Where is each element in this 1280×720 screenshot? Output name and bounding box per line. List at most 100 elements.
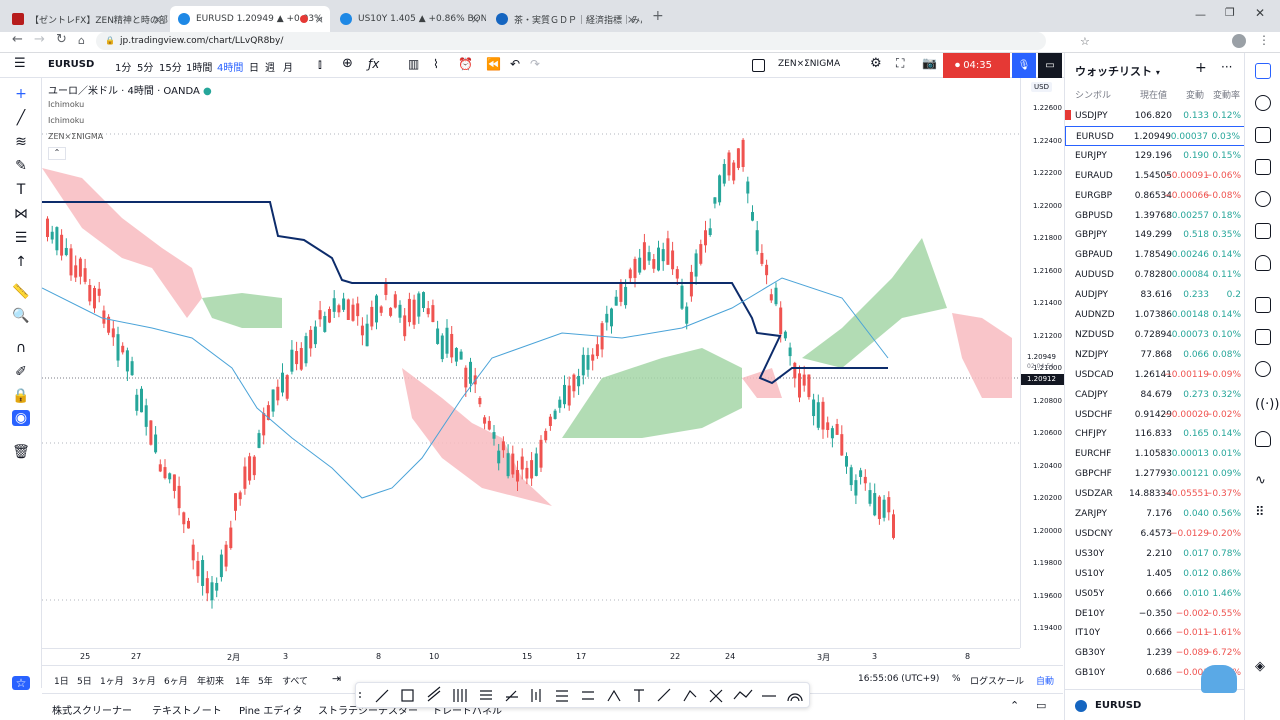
timezone-clock[interactable]: 16:55:06 (UTC+9) (858, 674, 940, 684)
minimize-icon[interactable]: — (1195, 8, 1206, 21)
watchlist-row[interactable]: EURJPY 129.196 0.190 0.15% (1065, 146, 1245, 166)
chart-pane[interactable]: ユーロ／米ドル · 4時間 · OANDA ● Ichimoku Ichimok… (41, 78, 1020, 648)
col-symbol[interactable]: シンボル (1075, 91, 1112, 101)
watchlist-row[interactable]: GBPCHF 1.27793 0.00121 0.09% (1065, 464, 1245, 484)
lock-drawings-icon[interactable]: 🔒 (12, 388, 30, 404)
grid-dots-icon[interactable]: ⠿ (1255, 505, 1265, 520)
watchlist-row[interactable]: GBPAUD 1.78549 0.00246 0.14% (1065, 245, 1245, 265)
menu-icon[interactable]: ☰ (14, 56, 26, 71)
indicators-icon[interactable]: ƒx (368, 57, 380, 71)
camera-toggle-icon[interactable]: ▭ (1038, 53, 1062, 78)
symbol-search[interactable]: EURUSD (48, 59, 95, 70)
range-1m[interactable]: 1ヶ月 (100, 677, 124, 687)
microphone-icon[interactable]: 🎙 (1012, 53, 1036, 78)
chats-icon[interactable] (1255, 329, 1271, 345)
layout-icon[interactable] (752, 59, 765, 72)
col-last[interactable]: 現在値 (1140, 91, 1168, 101)
maximize-icon[interactable]: ❐ (1225, 6, 1235, 19)
watchlist-title[interactable]: ウォッチリスト ▾ (1075, 63, 1160, 79)
streams-icon[interactable] (1255, 297, 1271, 313)
range-5d[interactable]: 5日 (77, 677, 92, 687)
watchlist-row[interactable]: USDCAD 1.26141 −0.00119 −0.09% (1065, 365, 1245, 385)
watchlist-row[interactable]: US10Y 1.405 0.012 0.86% (1065, 564, 1245, 584)
watchlist-icon[interactable] (1255, 63, 1271, 79)
new-tab-icon[interactable]: + (652, 8, 664, 24)
crosshair-icon[interactable]: + (15, 86, 27, 102)
range-ytd[interactable]: 年初来 (197, 677, 225, 687)
interval-day[interactable]: 日 (249, 63, 259, 74)
calendar-clock-icon[interactable] (1255, 191, 1271, 207)
watchlist-row[interactable]: NZDUSD 0.72894 0.00073 0.10% (1065, 325, 1245, 345)
bar-chart-icon[interactable]: ▥ (408, 57, 420, 71)
replay-icon[interactable]: ⏪ (486, 57, 501, 71)
hotlist-icon[interactable] (1255, 159, 1271, 175)
undo-icon[interactable]: ↶ (510, 57, 521, 71)
watchlist-row[interactable]: GB30Y 1.239 −0.089 −6.72% (1065, 643, 1245, 663)
pencil-lock-icon[interactable]: ✐ (15, 364, 27, 380)
bell-icon[interactable] (1255, 431, 1271, 447)
record-button[interactable]: ⏺ 04:35 (943, 53, 1010, 78)
maximize-panel-icon[interactable]: ▭ (1036, 699, 1047, 712)
range-6m[interactable]: 6ヶ月 (164, 677, 188, 687)
symbol-details-footer[interactable]: EURUSD (1065, 689, 1245, 720)
range-5y[interactable]: 5年 (258, 677, 273, 687)
star-icon[interactable]: ☆ (1080, 35, 1090, 48)
zoom-icon[interactable]: 🔍 (12, 308, 30, 324)
range-all[interactable]: すべて (282, 677, 309, 687)
watchlist-row[interactable]: US30Y 2.210 0.017 0.78% (1065, 544, 1245, 564)
range-1d[interactable]: 1日 (54, 677, 69, 687)
log-scale-toggle[interactable]: ログスケール (970, 677, 1025, 687)
range-1y[interactable]: 1年 (235, 677, 250, 687)
study-legend-ichimoku[interactable]: Ichimoku (48, 100, 85, 109)
tab-text-notes[interactable]: テキストノート (152, 706, 222, 717)
add-symbol-icon[interactable]: + (1195, 60, 1207, 76)
trash-icon[interactable]: 🗑 (12, 444, 30, 460)
interval-5m[interactable]: 5分 (137, 63, 154, 74)
browser-tab[interactable]: 【ゼントレFX】ZEN精神と時の部屋 | × (4, 6, 168, 32)
ideas-bulb-icon[interactable] (1255, 255, 1271, 271)
trend-line-icon[interactable]: ╱ (16, 110, 26, 126)
watchlist-row[interactable]: EURUSD 1.20949 0.00037 0.03% (1065, 125, 1245, 146)
candlestick-chart[interactable] (41, 78, 1020, 648)
browser-tab[interactable]: US10Y 1.405 ▲ +0.86% BONDS × (332, 6, 486, 32)
watchlist-row[interactable]: GBPJPY 149.299 0.518 0.35% (1065, 225, 1245, 245)
favorites-star-icon[interactable]: ☆ (12, 676, 30, 690)
reload-icon[interactable]: ↻ (56, 32, 67, 47)
candle-type-icon[interactable]: ⫾ (318, 57, 322, 71)
profile-avatar[interactable] (1232, 34, 1246, 48)
interval-1h[interactable]: 1時間 (186, 63, 213, 74)
price-axis[interactable]: USD 1.22600 1.22400 1.22200 1.22000 1.21800 1… (1020, 78, 1064, 648)
goto-date-icon[interactable]: ⇥ (332, 672, 342, 685)
watchlist-row[interactable]: DE10Y −0.350 −0.002 −0.55% (1065, 604, 1245, 624)
watchlist-row[interactable]: AUDJPY 83.616 0.233 0.2 (1065, 285, 1245, 305)
interval-1m[interactable]: 1分 (115, 63, 132, 74)
tab-stock-screener[interactable]: 株式スクリーナー (52, 706, 132, 717)
close-icon[interactable]: × (470, 12, 480, 26)
fib-icon[interactable]: ≋ (15, 134, 27, 150)
close-icon[interactable]: × (314, 12, 324, 26)
compare-icon[interactable]: ⊕ (342, 56, 353, 71)
fullscreen-icon[interactable]: ⛶ (896, 56, 905, 70)
watchlist-row[interactable]: USDCHF 0.91429 −0.00020 −0.02% (1065, 405, 1245, 425)
calendar-icon[interactable] (1255, 223, 1271, 239)
time-axis[interactable]: 25 27 2月 3 8 10 15 17 22 24 3月 3 8 (42, 648, 1020, 665)
indicator-name[interactable]: ZEN×ΣNIGMA (778, 59, 841, 69)
watchlist-row[interactable]: ZARJPY 7.176 0.040 0.56% (1065, 504, 1245, 524)
col-change[interactable]: 変動 (1186, 91, 1205, 101)
watchlist-row[interactable]: CADJPY 84.679 0.273 0.32% (1065, 385, 1245, 405)
more-options-icon[interactable]: ··· (1221, 60, 1233, 74)
range-3m[interactable]: 3ヶ月 (132, 677, 156, 687)
watchlist-row[interactable]: AUDUSD 0.78280 0.00084 0.11% (1065, 265, 1245, 285)
watchlist-row[interactable]: GBPUSD 1.39768 0.00257 0.18% (1065, 206, 1245, 226)
text-icon[interactable]: T (16, 182, 26, 198)
close-icon[interactable]: × (626, 12, 636, 26)
alert-icon[interactable]: ⏰ (458, 57, 473, 71)
back-icon[interactable]: ← (12, 32, 23, 47)
watchlist-row[interactable]: EURCHF 1.10583 0.00013 0.01% (1065, 444, 1245, 464)
collapse-panel-icon[interactable]: ⌃ (1010, 699, 1020, 712)
broadcast-icon[interactable]: ((·)) (1255, 397, 1280, 412)
close-icon[interactable]: × (152, 12, 162, 26)
browser-menu-icon[interactable]: ⋮ (1258, 33, 1270, 47)
browser-tab[interactable]: 茶・実質ＧＤＰ｜経済指標｜みん × (488, 6, 642, 32)
url-field[interactable]: 🔒 jp.tradingview.com/chart/LLvQR8by/ (96, 32, 1046, 50)
